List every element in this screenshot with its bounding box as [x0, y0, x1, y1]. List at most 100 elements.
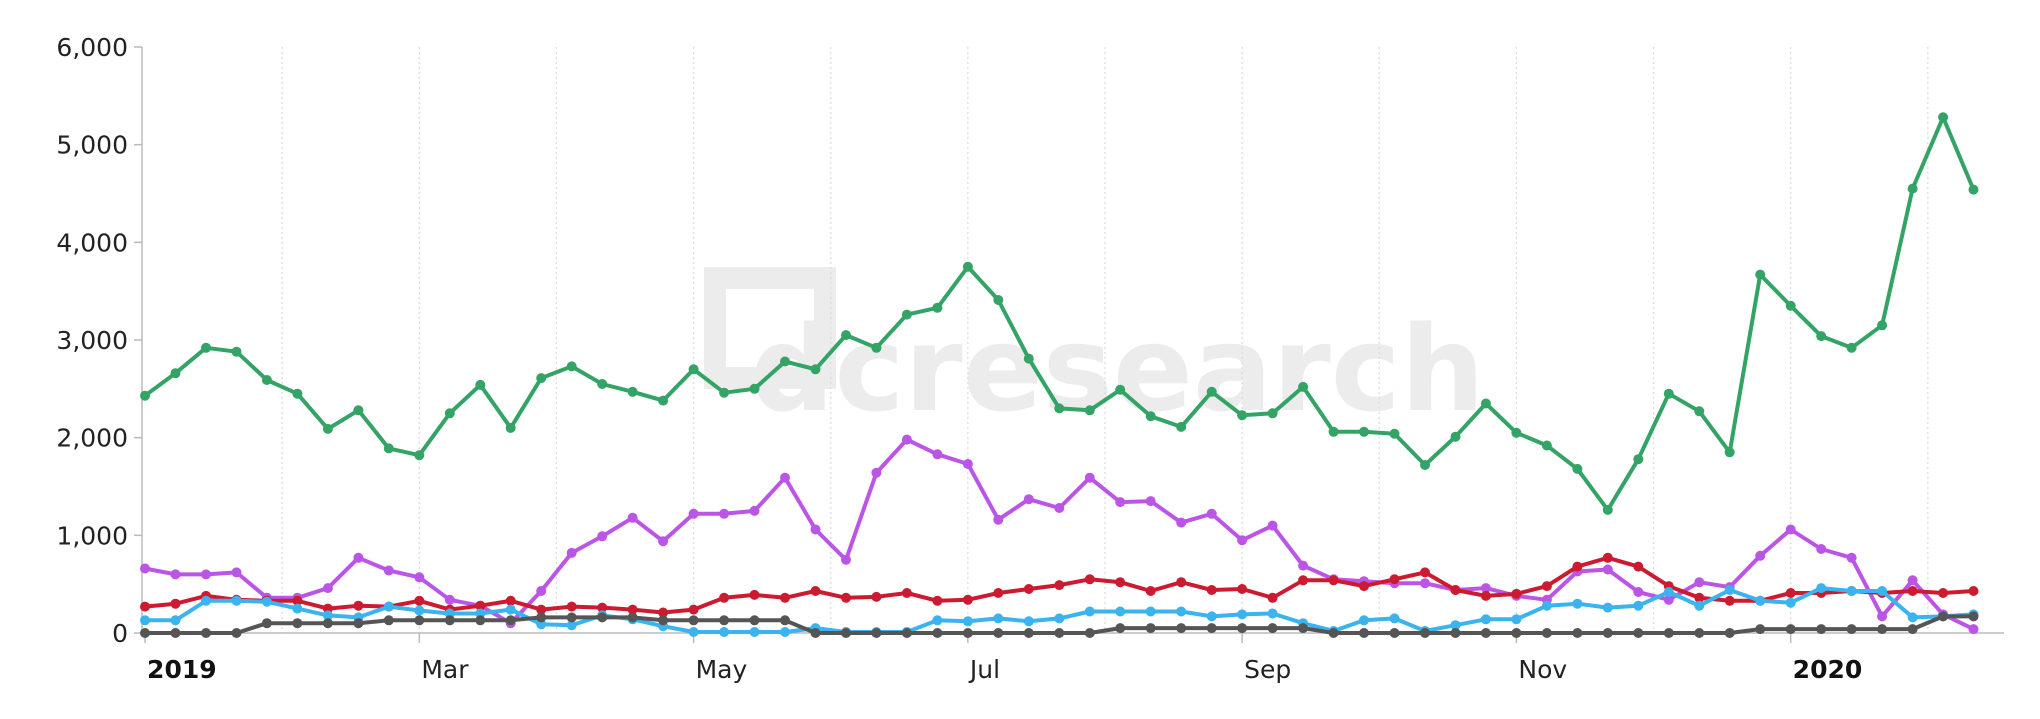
- data-point-dark[interactable]: [140, 628, 150, 638]
- data-point-green[interactable]: [1115, 384, 1126, 395]
- data-point-dark[interactable]: [383, 615, 394, 626]
- data-point-green[interactable]: [292, 388, 303, 399]
- data-point-blue[interactable]: [1084, 606, 1095, 617]
- data-point-purple[interactable]: [1755, 550, 1766, 561]
- data-point-dark[interactable]: [1633, 628, 1644, 638]
- data-point-red[interactable]: [627, 604, 638, 615]
- data-point-dark[interactable]: [1663, 628, 1674, 638]
- data-point-blue[interactable]: [1267, 608, 1278, 619]
- data-point-green[interactable]: [993, 295, 1004, 305]
- data-point-green[interactable]: [1755, 269, 1766, 280]
- data-point-red[interactable]: [1968, 586, 1979, 596]
- data-point-dark[interactable]: [1420, 628, 1430, 638]
- data-point-purple[interactable]: [1084, 472, 1095, 483]
- data-point-red[interactable]: [1602, 552, 1613, 563]
- data-point-green[interactable]: [841, 330, 851, 341]
- data-point-purple[interactable]: [444, 594, 455, 605]
- data-point-red[interactable]: [993, 588, 1004, 598]
- data-point-red[interactable]: [1298, 575, 1309, 586]
- data-point-purple[interactable]: [322, 583, 333, 594]
- data-point-green[interactable]: [140, 390, 150, 401]
- data-point-dark[interactable]: [1785, 624, 1796, 635]
- data-point-green[interactable]: [1907, 183, 1918, 194]
- data-point-green[interactable]: [1785, 300, 1796, 311]
- data-point-dark[interactable]: [292, 618, 303, 629]
- data-point-blue[interactable]: [505, 604, 516, 615]
- data-point-purple[interactable]: [1480, 583, 1491, 594]
- data-point-blue[interactable]: [1450, 620, 1461, 631]
- data-point-purple[interactable]: [1602, 564, 1613, 575]
- data-point-dark[interactable]: [1694, 628, 1705, 638]
- data-point-green[interactable]: [1694, 406, 1705, 417]
- data-point-green[interactable]: [383, 443, 394, 454]
- data-point-dark[interactable]: [1877, 624, 1888, 635]
- data-point-blue[interactable]: [1846, 586, 1857, 596]
- data-point-blue[interactable]: [1389, 613, 1400, 624]
- data-point-dark[interactable]: [810, 628, 821, 638]
- data-point-purple[interactable]: [810, 524, 821, 535]
- data-point-dark[interactable]: [475, 615, 486, 626]
- data-point-red[interactable]: [1572, 561, 1583, 572]
- data-point-green[interactable]: [1602, 504, 1613, 515]
- data-point-purple[interactable]: [1907, 575, 1918, 586]
- data-point-purple[interactable]: [1023, 494, 1034, 505]
- data-point-green[interactable]: [658, 395, 669, 406]
- data-point-blue[interactable]: [292, 603, 303, 614]
- data-point-blue[interactable]: [780, 627, 790, 637]
- data-point-purple[interactable]: [841, 554, 851, 565]
- data-point-blue[interactable]: [1054, 613, 1065, 624]
- data-point-red[interactable]: [1145, 586, 1156, 596]
- data-point-blue[interactable]: [1633, 600, 1644, 611]
- data-point-red[interactable]: [1176, 577, 1187, 588]
- data-point-purple[interactable]: [1176, 517, 1187, 528]
- data-point-dark[interactable]: [1084, 628, 1095, 638]
- data-point-green[interactable]: [353, 405, 364, 416]
- data-point-purple[interactable]: [140, 563, 150, 574]
- data-point-dark[interactable]: [597, 612, 608, 623]
- data-point-blue[interactable]: [993, 613, 1004, 624]
- data-point-blue[interactable]: [1237, 609, 1248, 620]
- data-point-dark[interactable]: [658, 615, 669, 626]
- data-point-dark[interactable]: [1237, 623, 1248, 634]
- data-point-purple[interactable]: [1420, 578, 1430, 589]
- data-point-green[interactable]: [1724, 447, 1735, 458]
- data-point-purple[interactable]: [414, 572, 425, 583]
- data-point-dark[interactable]: [1298, 623, 1309, 634]
- data-point-dark[interactable]: [1572, 628, 1583, 638]
- data-point-red[interactable]: [1054, 580, 1065, 591]
- data-point-dark[interactable]: [505, 615, 516, 626]
- data-point-purple[interactable]: [1267, 520, 1278, 531]
- data-point-red[interactable]: [780, 592, 790, 603]
- data-point-green[interactable]: [261, 375, 272, 385]
- data-point-red[interactable]: [1237, 584, 1248, 594]
- data-point-blue[interactable]: [1694, 600, 1705, 611]
- data-point-purple[interactable]: [1206, 508, 1217, 519]
- data-point-red[interactable]: [688, 604, 699, 615]
- data-point-green[interactable]: [1359, 426, 1369, 437]
- data-point-red[interactable]: [932, 595, 943, 606]
- data-point-dark[interactable]: [780, 615, 790, 626]
- data-point-red[interactable]: [841, 592, 851, 603]
- data-point-purple[interactable]: [566, 547, 577, 558]
- data-point-purple[interactable]: [627, 512, 638, 523]
- data-point-green[interactable]: [1267, 408, 1278, 419]
- data-point-red[interactable]: [566, 601, 577, 612]
- data-point-blue[interactable]: [1877, 586, 1888, 596]
- data-point-red[interactable]: [901, 588, 912, 598]
- data-point-green[interactable]: [1633, 454, 1644, 465]
- data-point-green[interactable]: [810, 364, 821, 375]
- data-point-green[interactable]: [749, 383, 760, 394]
- data-point-blue[interactable]: [1724, 585, 1735, 595]
- data-point-red[interactable]: [1724, 595, 1735, 606]
- data-point-purple[interactable]: [749, 505, 760, 516]
- data-point-purple[interactable]: [658, 536, 669, 547]
- data-point-blue[interactable]: [1115, 606, 1126, 617]
- data-point-purple[interactable]: [1145, 496, 1156, 507]
- data-point-green[interactable]: [414, 450, 425, 461]
- data-point-dark[interactable]: [536, 612, 547, 623]
- data-point-blue[interactable]: [1206, 611, 1217, 622]
- data-point-red[interactable]: [1359, 581, 1369, 592]
- data-point-blue[interactable]: [1359, 615, 1369, 626]
- data-point-purple[interactable]: [1054, 503, 1065, 513]
- data-point-blue[interactable]: [1907, 612, 1918, 623]
